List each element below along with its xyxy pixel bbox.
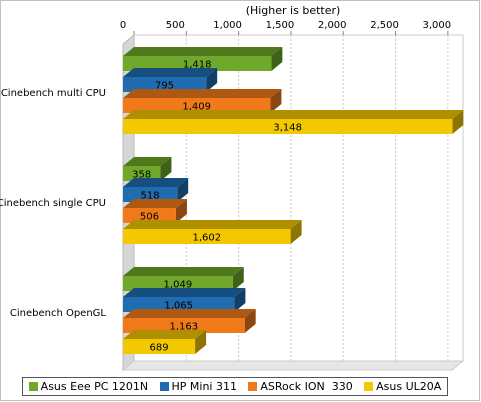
data-label: 3,148 <box>273 123 302 134</box>
bar-end-face <box>160 157 172 181</box>
bar-end-face <box>452 110 464 134</box>
bar <box>123 98 271 113</box>
bar-end-face <box>206 68 218 92</box>
legend-item: Asus UL20A <box>364 380 441 393</box>
category-label: Cinebench multi CPU <box>1 88 106 99</box>
bar <box>123 208 176 223</box>
data-label: 1,602 <box>192 233 221 244</box>
plot-floor <box>121 360 465 371</box>
category-label: Cinebench single CPU <box>0 198 106 209</box>
x-tick-label: 3,000 <box>423 20 452 31</box>
legend-swatch <box>28 382 38 391</box>
bar-top-face <box>123 330 207 339</box>
data-label: 358 <box>132 170 151 181</box>
data-label: 1,409 <box>182 102 211 113</box>
bar-top-face <box>123 288 246 297</box>
legend-item: ASRock ION 330 <box>248 380 353 393</box>
chart-title: (Higher is better) <box>246 4 341 17</box>
category-label: Cinebench OpenGL <box>10 308 107 319</box>
legend-item: HP Mini 311 <box>159 380 237 393</box>
data-label: 689 <box>149 343 168 354</box>
data-label: 1,049 <box>164 280 193 291</box>
x-tick-label: 1,500 <box>266 20 295 31</box>
legend-item: Asus Eee PC 1201N <box>28 380 149 393</box>
x-tick-label: 500 <box>166 20 185 31</box>
bar <box>123 77 207 92</box>
bar <box>123 276 233 291</box>
legend-label: Asus UL20A <box>376 380 442 393</box>
bar-top-face <box>123 47 283 56</box>
bar <box>123 166 161 181</box>
bar-top-face <box>123 220 302 229</box>
bar-end-face <box>175 199 187 223</box>
bar <box>123 318 245 333</box>
bar-end-face <box>290 220 302 244</box>
data-label: 795 <box>155 81 174 92</box>
bar-end-face <box>177 178 189 202</box>
bar <box>123 229 291 244</box>
bar-top-face <box>123 68 218 77</box>
x-tick-label: 0 <box>120 20 126 31</box>
bar-end-face <box>271 47 283 71</box>
bar <box>123 187 178 202</box>
bar-end-face <box>232 267 244 291</box>
bar-top-face <box>123 157 172 166</box>
data-label: 506 <box>140 212 159 223</box>
legend-swatch <box>159 382 169 391</box>
x-tick-label: 2,500 <box>370 20 399 31</box>
bar-top-face <box>123 267 244 276</box>
bar <box>123 56 272 71</box>
bar-end-face <box>234 288 246 312</box>
data-label: 1,418 <box>183 60 212 71</box>
x-tick-label: 2,000 <box>318 20 347 31</box>
bar-end-face <box>244 309 256 333</box>
legend-swatch <box>364 382 374 391</box>
bar-top-face <box>123 89 282 98</box>
legend-label: HP Mini 311 <box>171 380 237 393</box>
bar <box>123 339 196 354</box>
bar-top-face <box>123 199 187 208</box>
bar-end-face <box>270 89 282 113</box>
legend-label: ASRock ION 330 <box>260 380 353 393</box>
data-label: 1,163 <box>170 322 199 333</box>
data-label: 518 <box>141 191 160 202</box>
bar <box>123 119 453 134</box>
legend: Asus Eee PC 1201N HP Mini 311 ASRock ION 3… <box>22 377 448 396</box>
legend-label: Asus Eee PC 1201N <box>40 380 149 393</box>
x-tick-label: 1,000 <box>213 20 242 31</box>
bar <box>123 297 235 312</box>
bar-top-face <box>123 178 189 187</box>
legend-swatch <box>248 382 258 391</box>
data-label: 1,065 <box>164 301 193 312</box>
bar-top-face <box>123 309 256 318</box>
bar-end-face <box>195 330 207 354</box>
bar-top-face <box>123 110 464 119</box>
